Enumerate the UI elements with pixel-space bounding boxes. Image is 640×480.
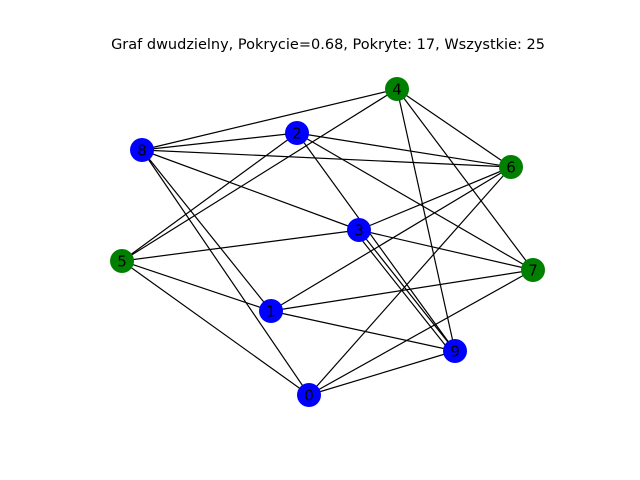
edge-3-7 (358, 229, 534, 271)
node-7: 7 (521, 258, 545, 282)
edge-3-9 (355, 232, 453, 354)
node-circle (130, 138, 154, 162)
node-circle (521, 258, 545, 282)
node-label: 4 (392, 81, 402, 99)
node-9: 9 (443, 339, 467, 363)
node-label: 1 (266, 303, 276, 321)
edge-4-7 (396, 88, 534, 271)
node-2: 2 (285, 121, 309, 145)
node-8: 8 (130, 138, 154, 162)
edge-4-5 (121, 88, 398, 262)
node-label: 3 (354, 222, 364, 240)
edge-3-5 (121, 229, 360, 262)
node-label: 0 (304, 387, 314, 405)
edge-5-0 (121, 260, 310, 396)
node-4: 4 (385, 77, 409, 101)
node-label: 6 (506, 159, 516, 177)
edge-8-4 (141, 88, 398, 151)
edge-3-6 (358, 166, 512, 231)
node-circle (347, 218, 371, 242)
node-3: 3 (347, 218, 371, 242)
edge-layer (121, 88, 534, 396)
node-circle (259, 299, 283, 323)
edge-0-9 (308, 350, 456, 396)
node-label: 7 (528, 262, 538, 280)
node-0: 0 (297, 383, 321, 407)
edge-0-6 (308, 166, 512, 396)
edge-2-6 (296, 132, 512, 168)
edge-8-3 (141, 149, 360, 231)
edge-8-2 (141, 132, 298, 151)
edge-4-9 (396, 88, 456, 352)
edge-2-7 (296, 132, 534, 271)
node-5: 5 (110, 249, 134, 273)
edge-8-0 (141, 149, 310, 396)
edge-1-6 (270, 166, 512, 312)
edge-8-1 (141, 149, 272, 312)
edge-8-6 (141, 149, 512, 168)
node-circle (285, 121, 309, 145)
node-circle (499, 155, 523, 179)
edge-5-1 (121, 260, 272, 312)
edge-2-9 (296, 132, 456, 352)
node-layer: 0 1 2 3 4 5 6 7 8 9 (110, 77, 545, 407)
node-circle (443, 339, 467, 363)
node-circle (110, 249, 134, 273)
edge-4-6 (396, 88, 512, 168)
node-6: 6 (499, 155, 523, 179)
edge-3-9 (358, 229, 456, 352)
node-circle (297, 383, 321, 407)
node-label: 2 (292, 125, 302, 143)
figure-title: Graf dwudzielny, Pokrycie=0.68, Pokryte:… (111, 37, 545, 53)
node-1: 1 (259, 299, 283, 323)
node-label: 5 (117, 253, 127, 271)
node-label: 9 (450, 343, 460, 361)
edge-2-5 (121, 132, 298, 262)
node-circle (385, 77, 409, 101)
edge-0-7 (308, 269, 534, 396)
edge-1-9 (270, 310, 456, 352)
node-label: 8 (137, 142, 147, 160)
